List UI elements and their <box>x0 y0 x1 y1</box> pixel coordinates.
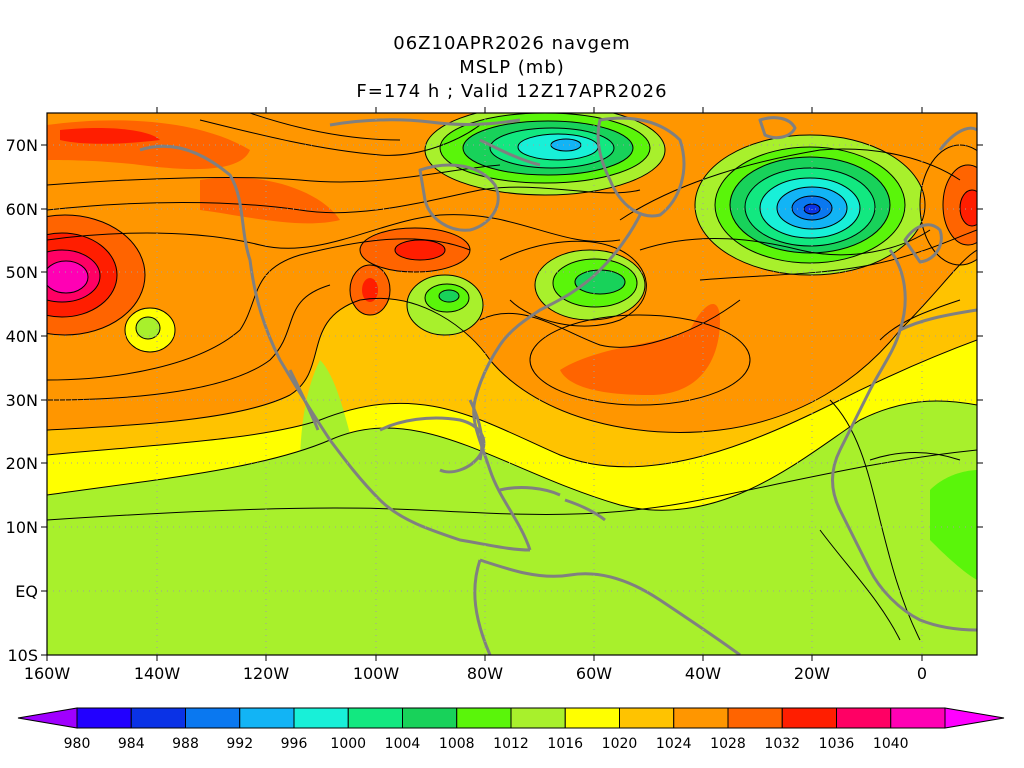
lat-label: 10N <box>6 518 38 537</box>
high-pressure-areas <box>47 120 977 405</box>
lat-label: 10S <box>7 646 38 665</box>
colorbar-swatch <box>727 707 783 729</box>
title-line-1: 06Z10APR2026 navgem <box>393 33 631 54</box>
colorbar-label: 1004 <box>385 736 421 752</box>
colorbar-swatch <box>130 707 186 729</box>
colorbar-swatch <box>510 707 566 729</box>
colorbar-swatch <box>673 707 729 729</box>
colorbar-label: 1024 <box>656 736 692 752</box>
colorbar-swatch <box>619 707 675 729</box>
colorbar-swatch <box>347 707 403 729</box>
lon-label: 0 <box>917 664 927 683</box>
colorbar-label: 1040 <box>873 736 909 752</box>
colorbar-label: 1032 <box>764 736 800 752</box>
colorbar-label: 1008 <box>439 736 475 752</box>
lon-label: 140W <box>134 664 181 683</box>
map-frame <box>46 112 978 656</box>
colorbar-swatch <box>76 707 132 729</box>
lon-label: 40W <box>685 664 721 683</box>
lon-label: 80W <box>467 664 503 683</box>
lat-label: 60N <box>6 200 38 219</box>
colorbar-label: 988 <box>172 736 199 752</box>
colorbar-swatch <box>781 707 837 729</box>
colorbar-swatch <box>239 707 295 729</box>
colorbar-label: 1012 <box>493 736 529 752</box>
lat-label: EQ <box>15 582 38 601</box>
colorbar: 980 984 988 992 996 1000 1004 1008 1012 1016 1020 1… <box>17 707 1005 752</box>
title-line-3: F=174 h ; Valid 12Z17APR2026 <box>356 81 668 102</box>
latitude-labels: 70N 60N 50N 40N 30N 20N 10N EQ 10S <box>6 136 38 665</box>
lat-label: 30N <box>6 391 38 410</box>
colorbar-label: 1036 <box>819 736 855 752</box>
lon-label: 160W <box>24 664 71 683</box>
colorbar-label: 1016 <box>547 736 583 752</box>
colorbar-left-arrow <box>17 707 78 729</box>
colorbar-label: 1028 <box>710 736 746 752</box>
colorbar-right-arrow <box>944 707 1005 729</box>
colorbar-swatch <box>564 707 620 729</box>
title-line-2: MSLP (mb) <box>459 57 565 78</box>
colorbar-label: 992 <box>226 736 253 752</box>
colorbar-swatch <box>890 707 946 729</box>
colorbar-swatch <box>293 707 349 729</box>
lon-label: 100W <box>353 664 400 683</box>
colorbar-label: 1020 <box>602 736 638 752</box>
lon-label: 60W <box>576 664 612 683</box>
lat-label: 40N <box>6 327 38 346</box>
colorbar-swatch <box>456 707 512 729</box>
colorbar-label: 996 <box>281 736 308 752</box>
longitude-labels: 160W 140W 120W 100W 80W 60W 40W 20W 0 <box>24 664 927 683</box>
axis-ticks <box>41 107 983 661</box>
lon-label: 20W <box>794 664 830 683</box>
lon-label: 120W <box>243 664 290 683</box>
lat-label: 50N <box>6 263 38 282</box>
colorbar-label: 1000 <box>330 736 366 752</box>
map-plot-area <box>47 113 977 655</box>
lat-label: 20N <box>6 454 38 473</box>
coastlines <box>139 116 977 655</box>
colorbar-label: 980 <box>64 736 91 752</box>
lat-label: 70N <box>6 136 38 155</box>
lat-lon-grid <box>47 113 977 655</box>
colorbar-swatch <box>836 707 892 729</box>
colorbar-swatch <box>185 707 241 729</box>
colorbar-label: 984 <box>118 736 145 752</box>
colorbar-swatch <box>402 707 458 729</box>
isobar-contours <box>47 113 977 641</box>
